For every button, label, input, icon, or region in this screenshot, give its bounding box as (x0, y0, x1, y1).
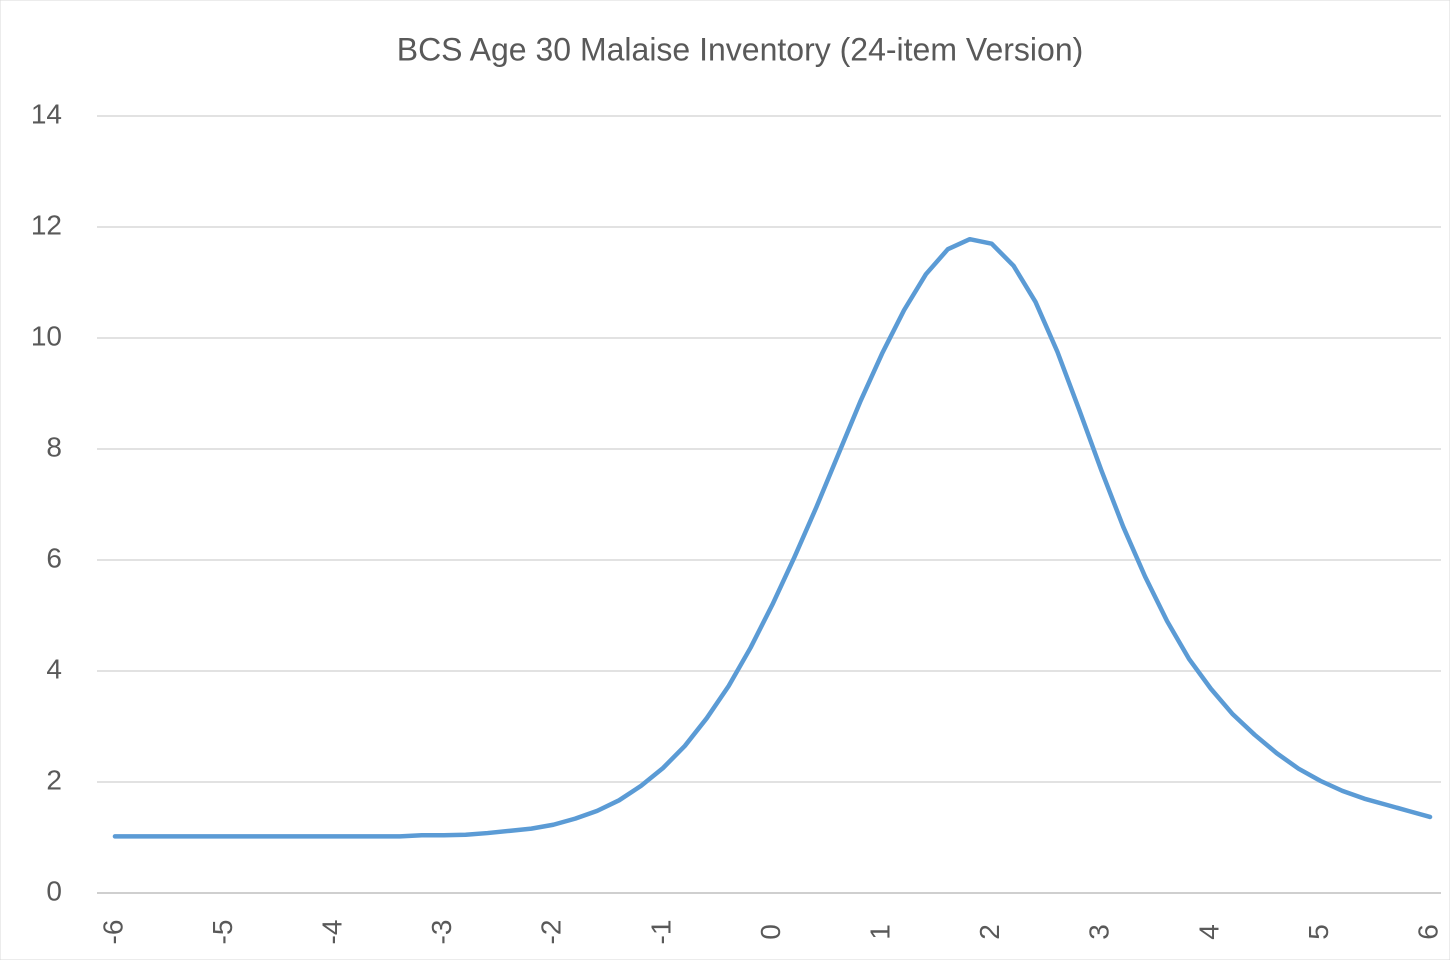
x-tick-label: 6 (1412, 924, 1443, 940)
y-tick-label: 10 (31, 320, 62, 351)
x-tick-label: 1 (864, 924, 895, 940)
y-tick-label: 6 (46, 542, 62, 573)
line-series (112, 236, 1433, 839)
y-tick-label: 12 (31, 209, 62, 240)
y-tick-label: 4 (46, 653, 62, 684)
x-tick-label: 2 (974, 924, 1005, 940)
x-tick-label: 3 (1084, 924, 1115, 940)
x-tick-label: 5 (1303, 924, 1334, 940)
y-tick-label: 2 (46, 764, 62, 795)
y-tick-label: 8 (46, 431, 62, 462)
x-tick-label: 4 (1193, 924, 1224, 940)
x-tick-label: -3 (426, 920, 457, 945)
x-tick-label: -1 (645, 920, 676, 945)
x-tick-label: 0 (755, 924, 786, 940)
x-tick-label: -5 (207, 920, 238, 945)
y-tick-label: 14 (31, 98, 62, 129)
x-tick-label: -2 (536, 920, 567, 945)
x-tick-label: -4 (317, 920, 348, 945)
chart-title: BCS Age 30 Malaise Inventory (24-item Ve… (397, 31, 1084, 67)
x-tick-label: -6 (97, 920, 128, 945)
y-tick-label: 0 (46, 875, 62, 906)
